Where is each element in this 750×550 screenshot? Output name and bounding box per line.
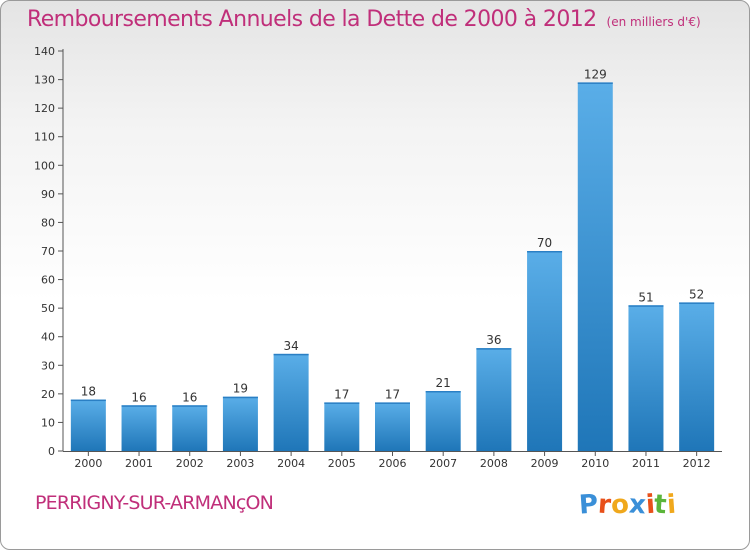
bar (273, 353, 309, 451)
x-tick-label: 2006 (379, 457, 407, 470)
x-tick-label: 2000 (74, 457, 102, 470)
bar (577, 82, 613, 451)
bar-top-edge (273, 353, 309, 356)
x-tick-label: 2004 (277, 457, 305, 470)
x-tick-label: 2012 (683, 457, 711, 470)
bar-top-edge (628, 305, 664, 307)
bar-top-edge (476, 348, 512, 350)
y-tick-label: 120 (34, 102, 55, 115)
bar-top-edge (222, 396, 258, 399)
bar-top-edge (375, 402, 410, 404)
bar-top-edge (70, 399, 106, 402)
commune-name: PERRIGNY-SUR-ARMANçON (35, 492, 274, 514)
bar-value-label: 19 (233, 382, 248, 396)
bar-top-edge (172, 405, 208, 407)
bar-top-edge (577, 82, 613, 84)
bar-value-label: 51 (638, 290, 653, 304)
title-text: Remboursements Annuels de la Dette de 20… (27, 7, 597, 32)
y-tick-label: 40 (41, 331, 55, 344)
bar-value-label: 70 (537, 236, 552, 250)
bar-value-label: 17 (334, 387, 349, 401)
bar-top-edge (121, 405, 157, 407)
bar-value-label: 34 (283, 339, 298, 353)
bar (70, 399, 106, 451)
logo-letter: x (627, 489, 647, 521)
bar (628, 305, 664, 451)
bar (324, 402, 360, 451)
x-tick-label: 2011 (632, 457, 660, 470)
y-tick-label: 20 (41, 388, 55, 401)
y-tick-label: 70 (41, 245, 55, 258)
bar-top-edge (425, 391, 461, 393)
chart-title: Remboursements Annuels de la Dette de 20… (27, 7, 701, 32)
x-tick-label: 2009 (531, 457, 559, 470)
logo-letter: P (577, 489, 600, 521)
y-tick-label: 140 (34, 45, 55, 58)
y-tick-label: 30 (41, 359, 55, 372)
logo-letter: i (665, 489, 677, 521)
bar-value-label: 16 (131, 390, 146, 404)
bar (425, 391, 461, 451)
x-tick-label: 2008 (480, 457, 508, 470)
x-tick-label: 2007 (429, 457, 457, 470)
y-tick-label: 50 (41, 302, 55, 315)
chart-axes: 0 10 20 30 40 50 60 70 80 90 100 110 120 130 140 2000 20… (34, 45, 722, 470)
x-tick-label: 2001 (125, 457, 153, 470)
bar-value-label: 129 (584, 67, 607, 81)
bar-top-edge (679, 302, 715, 304)
y-tick-label: 0 (48, 445, 55, 458)
y-tick-label: 100 (34, 159, 55, 172)
x-tick-label: 2003 (226, 457, 254, 470)
chart-subtitle: (en milliers d'€) (606, 15, 701, 29)
bar-value-label: 16 (182, 390, 197, 404)
y-tick-label: 60 (41, 274, 55, 287)
chart-data-labels: 18 16 16 19 34 17 17 21 36 70 129 51 52 (81, 67, 705, 404)
bar (679, 302, 715, 451)
bar-value-label: 21 (436, 376, 451, 390)
bar-value-label: 36 (486, 333, 501, 347)
bar-top-edge (527, 251, 563, 253)
bar-value-label: 17 (385, 387, 400, 401)
x-tick-label: 2010 (581, 457, 609, 470)
bar (222, 396, 258, 451)
bar (375, 402, 410, 451)
x-tick-label: 2002 (176, 457, 204, 470)
chart-bars (70, 82, 715, 451)
bar-value-label: 52 (689, 287, 704, 301)
bar-top-edge (324, 402, 360, 404)
bar (121, 405, 157, 451)
y-tick-label: 90 (41, 188, 55, 201)
bar (172, 405, 208, 451)
bar (527, 251, 563, 451)
bar (476, 348, 512, 451)
bar-value-label: 18 (81, 385, 96, 399)
y-tick-label: 130 (34, 74, 55, 87)
proxiti-logo: Proxiti (577, 489, 677, 521)
logo-letter: o (609, 489, 630, 521)
x-tick-label: 2005 (328, 457, 356, 470)
y-tick-label: 10 (41, 416, 55, 429)
y-tick-label: 80 (41, 216, 55, 229)
y-tick-label: 110 (34, 131, 55, 144)
